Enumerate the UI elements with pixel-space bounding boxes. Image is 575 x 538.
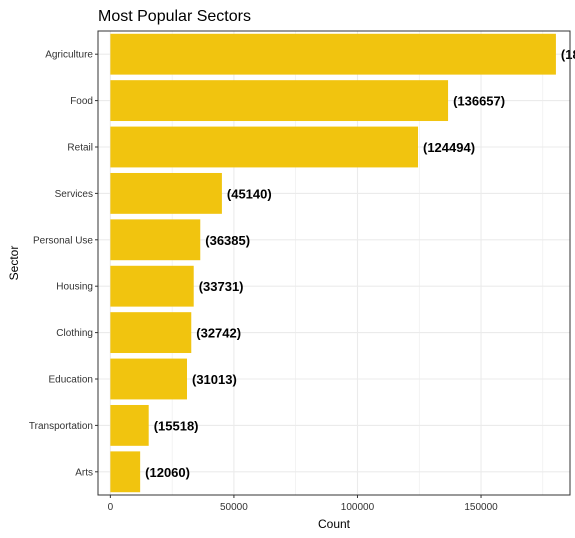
y-tick-label: Retail xyxy=(67,143,93,154)
data-label: (12060) xyxy=(145,465,190,480)
bar xyxy=(110,33,556,75)
data-label: (32742) xyxy=(196,326,241,341)
chart-title: Most Popular Sectors xyxy=(98,8,251,25)
y-tick-label: Education xyxy=(49,375,93,386)
data-label: (31013) xyxy=(192,372,237,387)
bar xyxy=(110,451,141,493)
bar xyxy=(110,172,222,214)
bar xyxy=(110,404,149,446)
x-tick-label: 50000 xyxy=(220,502,248,513)
panel-border xyxy=(97,30,571,496)
bar xyxy=(110,126,419,168)
y-tick-label: Clothing xyxy=(56,328,93,339)
data-label: (33731) xyxy=(199,279,244,294)
y-tick-label: Housing xyxy=(56,282,93,293)
y-tick-label: Services xyxy=(55,189,93,200)
data-label: (180302) xyxy=(561,47,575,62)
x-axis: 0 50000 100000 150000 xyxy=(108,495,498,513)
y-axis-title: Sector xyxy=(7,246,21,281)
bar xyxy=(110,312,192,354)
data-label: (45140) xyxy=(227,186,272,201)
y-tick-label: Arts xyxy=(75,467,93,478)
y-tick-label: Agriculture xyxy=(45,50,93,61)
x-tick-label: 0 xyxy=(108,502,114,513)
y-tick-label: Personal Use xyxy=(33,235,93,246)
x-tick-label: 150000 xyxy=(464,502,498,513)
data-label: (36385) xyxy=(205,233,250,248)
bar xyxy=(110,265,194,307)
bar xyxy=(110,358,187,400)
data-label: (136657) xyxy=(453,94,505,109)
y-tick-label: Food xyxy=(70,96,93,107)
data-label: (15518) xyxy=(154,418,199,433)
bar xyxy=(110,80,449,122)
x-tick-label: 100000 xyxy=(341,502,375,513)
bars xyxy=(110,33,556,493)
y-axis: Agriculture Food Retail Services Personal Us… xyxy=(29,50,98,478)
y-tick-label: Transportation xyxy=(29,421,93,432)
data-labels: (180302) (136657) (124494) (45140) (36385) (3… xyxy=(145,47,575,480)
data-label: (124494) xyxy=(423,140,475,155)
x-axis-title: Count xyxy=(318,517,351,531)
bar xyxy=(110,219,201,261)
